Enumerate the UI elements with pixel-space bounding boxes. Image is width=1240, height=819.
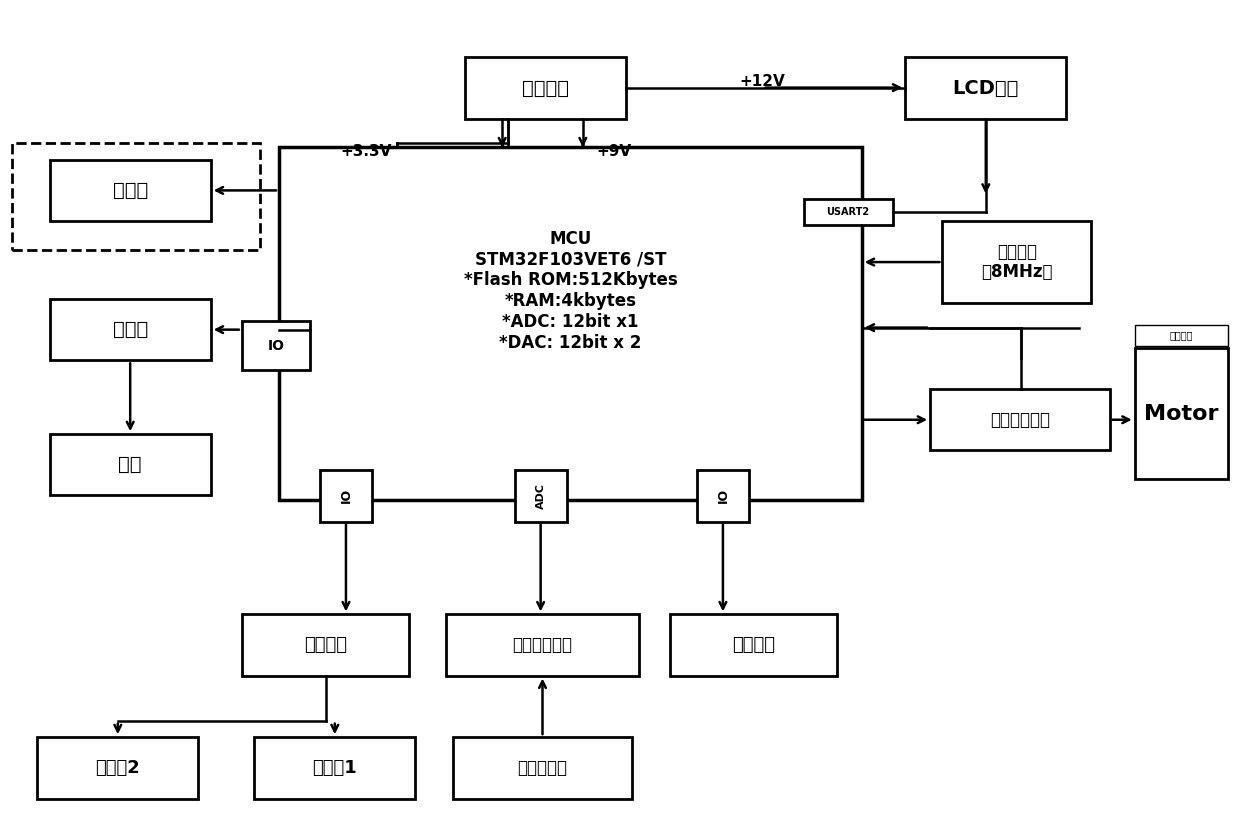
Bar <box>670 614 837 676</box>
Text: 外部时钟
（8MHz）: 外部时钟 （8MHz） <box>981 242 1053 282</box>
Bar <box>1135 325 1228 346</box>
Bar <box>12 143 260 250</box>
Bar <box>50 434 211 495</box>
Text: 控制电路: 控制电路 <box>304 636 347 654</box>
Bar <box>254 737 415 799</box>
Bar <box>50 299 211 360</box>
Text: 按键检测: 按键检测 <box>732 636 775 654</box>
Bar <box>465 57 626 119</box>
Bar <box>279 147 862 500</box>
Text: 蜂鸣器: 蜂鸣器 <box>113 181 148 200</box>
Text: +9V: +9V <box>596 144 631 159</box>
Text: +3.3V: +3.3V <box>340 144 392 159</box>
Bar <box>515 470 567 522</box>
Text: 继电器: 继电器 <box>113 320 148 339</box>
Bar <box>930 389 1110 450</box>
Text: 限位开关: 限位开关 <box>1169 330 1193 341</box>
Text: 电机驱动电路: 电机驱动电路 <box>990 411 1050 428</box>
Bar <box>804 199 893 225</box>
Text: USART2: USART2 <box>827 207 869 217</box>
Bar <box>320 470 372 522</box>
Text: IO: IO <box>340 488 352 504</box>
Text: ADC: ADC <box>536 483 546 509</box>
Bar <box>446 614 639 676</box>
Bar <box>242 614 409 676</box>
Bar <box>242 321 310 370</box>
Text: IO: IO <box>717 488 729 504</box>
Bar <box>697 470 749 522</box>
Text: 信号调理电路: 信号调理电路 <box>512 636 573 654</box>
Text: Motor: Motor <box>1143 404 1219 423</box>
Bar <box>50 160 211 221</box>
Text: 电磁阀1: 电磁阀1 <box>312 759 357 776</box>
Text: 电磁阀2: 电磁阀2 <box>95 759 140 776</box>
Bar <box>942 221 1091 303</box>
Text: LCD显示: LCD显示 <box>952 79 1019 97</box>
Bar <box>905 57 1066 119</box>
Text: +12V: +12V <box>740 75 785 89</box>
Text: IO: IO <box>268 338 284 353</box>
Bar <box>37 737 198 799</box>
Text: 电源模块: 电源模块 <box>522 79 569 97</box>
Bar <box>453 737 632 799</box>
Text: 压力传感器: 压力传感器 <box>517 759 568 776</box>
Text: MCU
STM32F103VET6 /ST
*Flash ROM:512Kbytes
*RAM:4kbytes
*ADC: 12bit x1
*DAC: 12b: MCU STM32F103VET6 /ST *Flash ROM:512Kbyt… <box>464 230 677 351</box>
Bar <box>1135 348 1228 479</box>
Text: 气泵: 气泵 <box>119 455 141 474</box>
